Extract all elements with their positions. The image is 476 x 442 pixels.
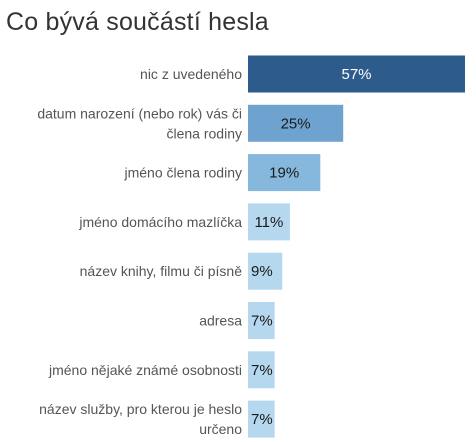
category-label: název knihy, filmu či písně [80, 263, 243, 279]
bar [248, 203, 290, 241]
bar-value-label: 57% [341, 66, 371, 83]
bar [248, 104, 344, 142]
bar-value-label: 25% [281, 115, 311, 132]
category-label: jméno domácího mazlíčka [78, 214, 242, 230]
bar-value-label: 7% [251, 362, 273, 379]
category-label: jméno nějaké známé osobnosti [48, 362, 242, 378]
bar-value-label: 9% [251, 263, 273, 280]
bar [248, 400, 275, 438]
bar [248, 252, 283, 290]
bar [248, 302, 275, 339]
chart-title: Co bývá součástí hesla [6, 8, 269, 36]
bar-value-label: 7% [251, 313, 273, 330]
category-label: adresa [199, 313, 242, 329]
bar-value-label: 11% [254, 214, 283, 231]
category-label: nic z uvedeného [140, 66, 242, 82]
category-label: datum narození (nebo rok) vás či člena ro… [37, 105, 242, 141]
bar [248, 55, 465, 93]
category-label: název služby, pro kterou je heslo určeno [39, 401, 242, 437]
bar-value-label: 19% [269, 165, 299, 182]
bar [248, 351, 275, 389]
bar [248, 154, 321, 192]
category-label: jméno člena rodiny [123, 165, 242, 181]
bar-value-label: 7% [251, 411, 273, 428]
